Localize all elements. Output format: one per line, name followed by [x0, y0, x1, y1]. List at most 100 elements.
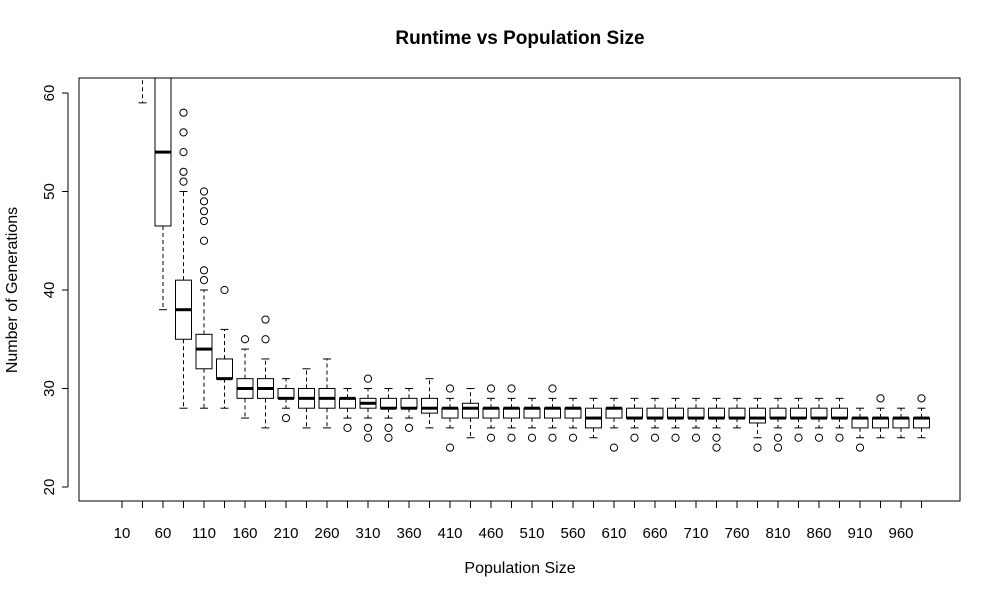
box-810 [769, 397, 787, 452]
box-635 [626, 397, 643, 442]
box-435 [462, 388, 479, 439]
box-510 [523, 397, 541, 442]
x-tick-label: 10 [114, 525, 131, 542]
box-410 [441, 384, 459, 452]
outlier-point [343, 423, 352, 432]
outlier-point [650, 433, 660, 442]
box-160 [236, 335, 254, 419]
iqr-box [216, 358, 233, 380]
outlier-point [179, 167, 188, 176]
outlier-point [548, 384, 557, 393]
outlier-point [527, 433, 537, 442]
outlier-point [507, 433, 516, 442]
outlier-point [240, 335, 250, 344]
outlier-point [404, 423, 414, 432]
outlier-point [363, 433, 373, 442]
outlier-point [445, 443, 455, 452]
outlier-point [384, 423, 393, 432]
outlier-point [507, 384, 516, 393]
outlier-point [773, 443, 783, 452]
x-tick-label: 660 [642, 525, 667, 542]
box-885 [831, 397, 848, 442]
outlier-point [712, 443, 721, 452]
outlier-point [199, 216, 209, 226]
x-tick-label: 910 [847, 525, 872, 542]
y-tick-label: 40 [41, 282, 58, 299]
box-235 [298, 368, 315, 429]
iqr-box [462, 402, 479, 419]
box-85 [175, 108, 192, 409]
y-tick-label: 30 [41, 380, 58, 397]
box-685 [667, 397, 684, 442]
box-385 [421, 378, 438, 429]
iqr-box [135, 73, 151, 74]
x-tick-label: 310 [355, 525, 380, 542]
box-185 [257, 315, 274, 429]
iqr-box [421, 397, 438, 414]
x-tick-label: 710 [683, 525, 708, 542]
x-tick-label: 410 [437, 525, 462, 542]
outlier-point [199, 187, 209, 196]
x-tick-label: 60 [155, 525, 172, 542]
outlier-point [753, 443, 762, 452]
outlier-point [179, 108, 188, 117]
box-110 [195, 187, 213, 409]
iqr-box [749, 407, 766, 424]
outlier-point [855, 443, 865, 452]
outlier-point [671, 433, 680, 442]
outlier-point [835, 433, 844, 442]
box-585 [585, 397, 602, 439]
box-710 [687, 397, 705, 442]
outlier-point [199, 236, 209, 245]
x-tick-label: 260 [314, 525, 339, 542]
x-tick-label: 360 [396, 525, 421, 542]
x-tick-label: 210 [273, 525, 298, 542]
box-285 [339, 388, 356, 432]
box-460 [482, 384, 500, 442]
x-tick-label: 610 [601, 525, 626, 542]
outlier-point [630, 433, 639, 442]
outlier-point [548, 433, 557, 442]
x-tick-label: 860 [806, 525, 831, 542]
outlier-point [609, 443, 619, 452]
x-tick-label: 460 [478, 525, 503, 542]
box-760 [728, 397, 746, 429]
outlier-point [199, 197, 209, 206]
outlier-point [363, 423, 373, 432]
box-835 [790, 397, 807, 442]
x-tick-label: 810 [765, 525, 790, 542]
x-tick-label: 160 [232, 525, 257, 542]
box-535 [544, 384, 561, 442]
box-610 [605, 397, 623, 452]
y-tick-label: 50 [41, 183, 58, 200]
box-935 [872, 394, 889, 439]
box-910 [851, 407, 869, 452]
x-tick-label: 960 [888, 525, 913, 542]
outlier-point [261, 335, 270, 344]
outlier-point [199, 207, 209, 216]
outlier-point [568, 433, 578, 442]
y-tick-label: 20 [41, 479, 58, 496]
box-360 [400, 388, 418, 432]
outlier-point [445, 384, 455, 393]
outlier-point [814, 433, 824, 442]
x-axis-label: Population Size [464, 560, 576, 577]
outlier-point [917, 394, 926, 403]
outlier-point [363, 374, 373, 383]
box-785 [749, 397, 766, 452]
outlier-point [773, 433, 783, 442]
outlier-point [384, 433, 393, 442]
box-735 [708, 397, 725, 452]
outlier-point [179, 177, 188, 186]
box-310 [359, 374, 377, 442]
box-260 [318, 358, 336, 429]
y-tick-label: 60 [41, 85, 58, 102]
outlier-point [220, 285, 229, 295]
outlier-point [486, 384, 496, 393]
box-60 [154, 78, 172, 311]
iqr-box [154, 78, 172, 227]
box-660 [646, 397, 664, 442]
box-35 [135, 73, 151, 104]
outlier-point [794, 433, 803, 442]
